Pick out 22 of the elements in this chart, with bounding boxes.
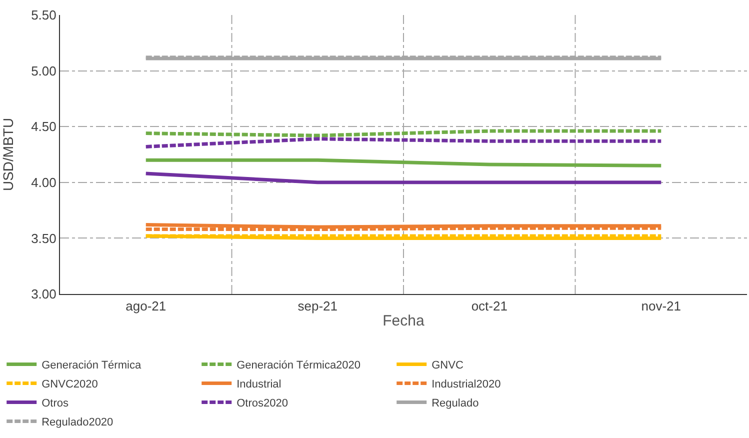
y-axis-title: USD/MBTU (0, 118, 16, 192)
y-tick-label: 3.50 (31, 230, 56, 246)
y-tick-label: 3.00 (31, 286, 56, 302)
legend-label: Otros (42, 398, 69, 410)
legend-label: Regulado (432, 398, 479, 410)
x-tick-label: sep-21 (298, 298, 338, 314)
legend-label: GNVC2020 (42, 378, 98, 391)
legend-label: Regulado2020 (42, 416, 114, 429)
legend-label: Otros2020 (236, 398, 288, 410)
legend-label: Industrial2020 (432, 378, 501, 391)
x-tick-label: oct-21 (471, 298, 508, 314)
x-axis-title: Fecha (382, 312, 425, 330)
legend-label: Industrial (236, 378, 282, 391)
y-tick-label: 4.00 (31, 174, 56, 190)
y-tick-label: 5.50 (31, 8, 56, 23)
y-tick-label: 5.00 (31, 63, 56, 78)
legend-label: GNVC (432, 360, 464, 372)
legend-label: Generación Térmica (42, 360, 142, 372)
x-tick-label: ago-21 (126, 298, 166, 314)
x-tick-label: nov-21 (641, 298, 682, 314)
legend-label: Generación Térmica2020 (236, 360, 361, 372)
y-tick-label: 4.50 (31, 119, 56, 134)
